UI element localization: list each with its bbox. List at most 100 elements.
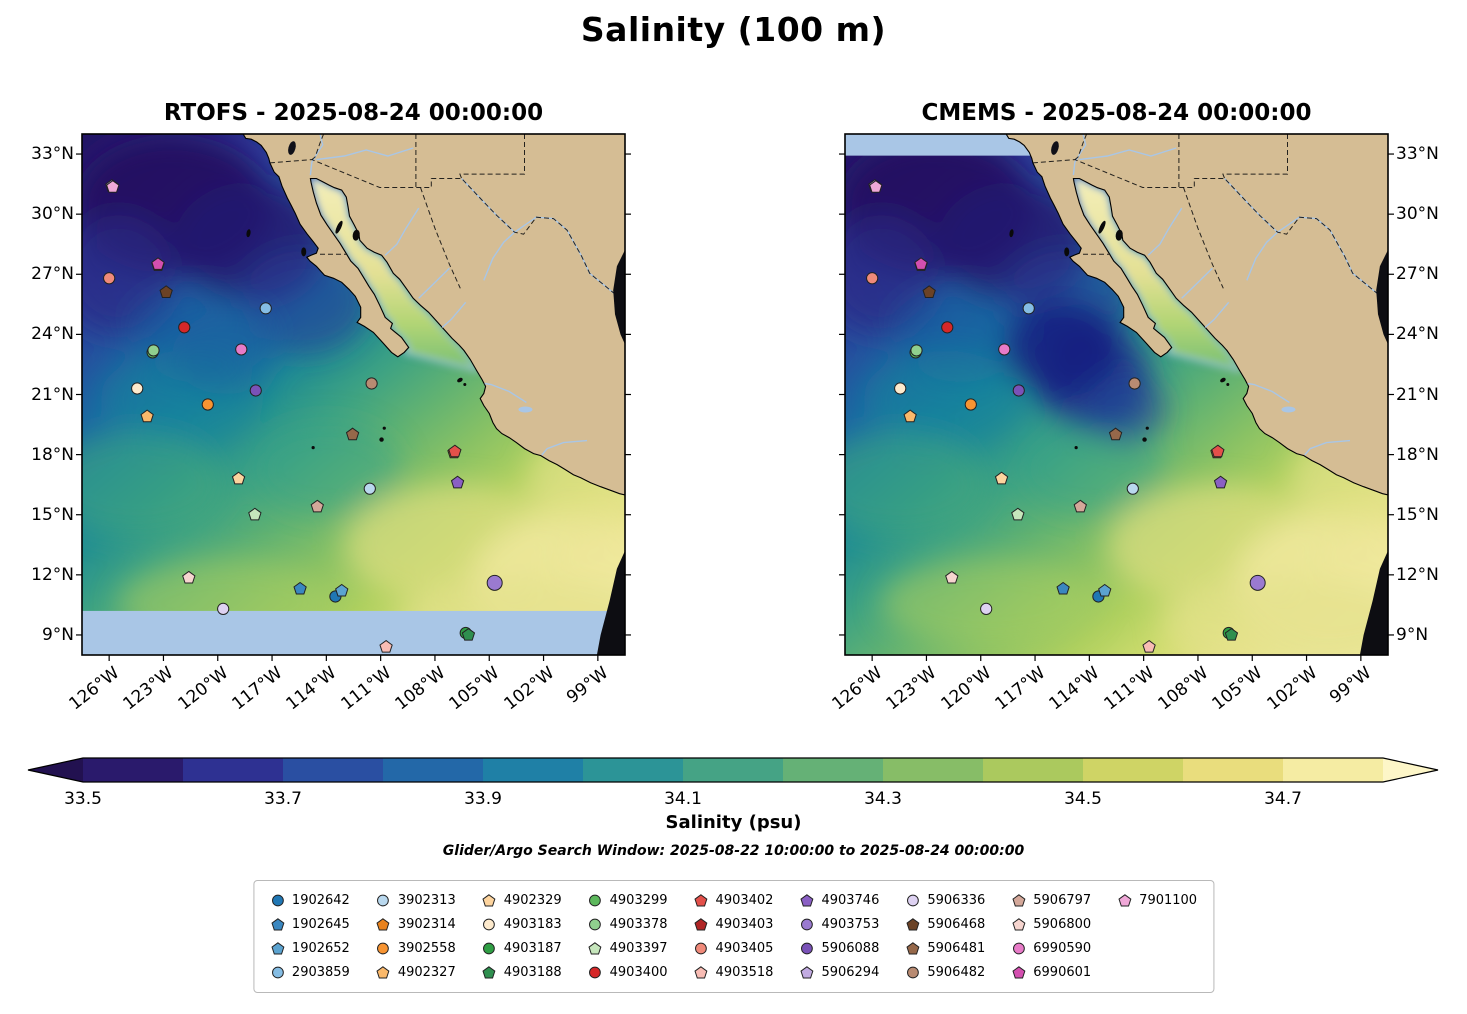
float-id-label: 5906481 (927, 941, 986, 956)
legend-column: 3902313 3902314 3902558 4902327 (376, 890, 456, 983)
float-marker-5906800 (182, 570, 196, 584)
no-data-patch (1376, 249, 1388, 345)
legend-item: 5906468 (905, 914, 985, 935)
island (352, 229, 360, 241)
colorbar-label: Salinity (psu) (665, 812, 802, 833)
float-marker-4903378 (147, 344, 160, 357)
float-marker-5906336 (980, 602, 993, 616)
island (311, 446, 315, 450)
axis-ticks (76, 153, 631, 661)
float-markers (103, 179, 503, 653)
float-marker-4903397 (1011, 507, 1025, 521)
float-marker-5906481 (1108, 427, 1123, 441)
colorbar-tick-label: 34.1 (664, 789, 702, 809)
float-marker-4903753 (1249, 574, 1266, 591)
legend-item: 5906481 (905, 938, 985, 959)
float-marker-icon (589, 918, 602, 931)
float-marker-icon (801, 942, 813, 955)
legend-item: 4903403 (694, 914, 773, 935)
colorbar: 33.5 33.7 33.9 34.1 34.3 34.5 34.7 (26, 757, 1440, 817)
map-cmems (839, 133, 1394, 661)
float-marker-icon (589, 966, 602, 979)
lat-tick-label: 27°N (1396, 264, 1439, 285)
float-marker-icon (376, 966, 390, 979)
masked-strip (82, 610, 625, 655)
float-id-label: 5906468 (927, 917, 986, 932)
float-id-label: 5906800 (1033, 917, 1092, 932)
float-marker-4903405 (103, 272, 116, 285)
island (1074, 446, 1078, 450)
lat-tick-label: 9°N (41, 624, 74, 645)
float-marker-4903378 (910, 344, 923, 357)
salinity-swirls (82, 134, 625, 655)
float-marker-5906468 (159, 285, 173, 298)
float-markers (866, 179, 1266, 653)
island (301, 247, 307, 257)
legend-item: 4903183 (482, 914, 562, 935)
float-marker-icon (906, 966, 919, 979)
float-marker-icon (1012, 966, 1026, 979)
float-marker-5906800 (945, 570, 959, 584)
river (1181, 267, 1213, 299)
float-marker-icon (800, 966, 814, 979)
float-marker-icon (376, 918, 390, 931)
legend-item: 5906088 (799, 938, 879, 959)
float-marker-5906468 (922, 285, 936, 298)
salton-sea (288, 141, 296, 155)
float-marker-4903402 (448, 444, 462, 458)
map-area: 33°N 30°N 27°N 24°N 21°N 18°N 15°N 12°N 9°N 126°W… (829, 133, 1439, 714)
float-id-label: 4903400 (609, 965, 668, 980)
legend-column: 4903746 4903753 5906088 5906294 (799, 890, 879, 983)
float-marker-4902329 (231, 471, 246, 485)
land-coastline (1005, 134, 1388, 496)
island (1098, 220, 1106, 234)
legend-item: 1902642 (270, 890, 350, 911)
float-id-label: 2903859 (291, 965, 350, 980)
float-marker-icon (588, 942, 602, 955)
float-marker-6990601 (914, 257, 928, 270)
float-marker-icon (482, 966, 496, 979)
float-marker-5906088 (249, 384, 262, 397)
colorbar-tick-label: 33.9 (464, 789, 502, 809)
float-id-label: 4903183 (503, 917, 562, 932)
river (483, 231, 516, 281)
legend-item: 4903397 (588, 938, 668, 959)
float-id-label: 3902313 (397, 893, 456, 908)
float-legend: 1902642 1902645 1902652 2903859 3902313 39023… (252, 880, 1215, 993)
legend-column: 5906336 5906468 5906481 5906482 (905, 890, 985, 983)
float-id-label: 4903518 (715, 965, 774, 980)
float-marker-4903746 (450, 475, 465, 489)
float-id-label: 4903746 (821, 893, 880, 908)
float-marker-icon (482, 894, 496, 907)
legend-item: 5906797 (1011, 890, 1091, 911)
political-border (311, 134, 325, 160)
island (1115, 229, 1123, 241)
lat-tick-label: 30°N (1396, 204, 1439, 225)
island (335, 220, 343, 234)
float-marker-icon (694, 966, 708, 979)
search-window-note: Glider/Argo Search Window: 2025-08-22 10… (442, 843, 1025, 859)
float-id-label: 5906088 (821, 941, 880, 956)
float-marker-4903753 (486, 574, 503, 591)
float-marker-4902329 (994, 471, 1009, 485)
float-marker-1902652 (1098, 583, 1112, 597)
colorbar-segment (183, 758, 284, 782)
float-marker-5906481 (345, 427, 360, 441)
float-marker-2903859 (1022, 302, 1035, 315)
salinity-swirls (845, 134, 1388, 655)
island (1145, 426, 1149, 430)
legend-item: 4903746 (799, 890, 879, 911)
colorbar-over-arrow (1383, 758, 1438, 782)
colorbar-tick-label: 34.5 (1064, 789, 1102, 809)
float-marker-icon (906, 942, 920, 955)
legend-column: 4903299 4903378 4903397 4903400 (588, 890, 668, 983)
float-marker-4903397 (248, 507, 262, 521)
legend-item: 5906482 (905, 962, 985, 983)
river (384, 207, 420, 256)
legend-item: 4903188 (482, 962, 562, 983)
panel-cmems: CMEMS - 2025-08-24 00:00:00 33°N 30°N 27°N 2… (829, 100, 1439, 714)
float-marker-3902313 (363, 482, 376, 495)
colorbar-bar (27, 757, 1439, 783)
float-marker-icon (801, 918, 813, 931)
